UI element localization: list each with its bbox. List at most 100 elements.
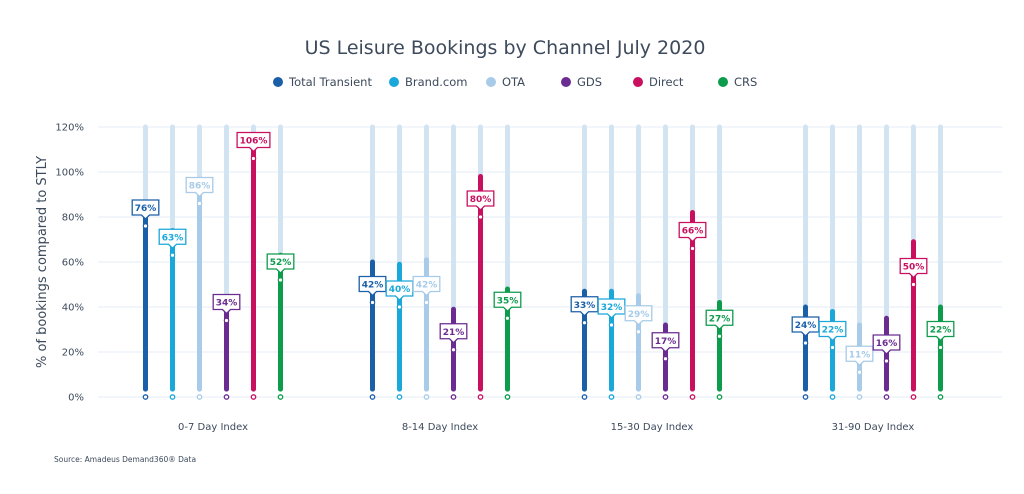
bar-base-marker	[396, 394, 403, 400]
bar-base-marker	[856, 394, 863, 400]
legend-swatch	[486, 77, 496, 87]
bar-base-marker	[504, 394, 511, 400]
bar-base-marker	[369, 394, 376, 400]
value-marker	[196, 200, 203, 207]
value-callout	[818, 320, 847, 342]
value-marker	[910, 281, 917, 288]
value-label: 52%	[270, 258, 292, 268]
bar-base-marker	[829, 394, 836, 400]
value-callout	[439, 323, 468, 344]
y-tick-label: 0%	[68, 393, 84, 404]
bar-group: 42%	[358, 124, 387, 400]
y-tick-label: 40%	[62, 303, 84, 314]
chart-title: US Leisure Bookings by Channel July 2020	[305, 37, 706, 59]
legend-item: CRS	[718, 75, 757, 89]
value-label: 63%	[162, 233, 184, 243]
category-label: 0-7 Day Index	[178, 422, 248, 433]
legend-label: Brand.com	[405, 75, 467, 89]
grid	[98, 126, 1002, 398]
value-callout	[466, 190, 495, 211]
value-label: 76%	[135, 204, 157, 214]
bar-base-marker	[883, 394, 890, 400]
value-marker	[142, 223, 149, 229]
bar-group: 80%	[466, 124, 495, 400]
value-marker	[608, 322, 615, 328]
bar-group: 22%	[818, 124, 847, 400]
value-label: 86%	[189, 182, 211, 192]
value-marker	[802, 340, 809, 346]
bar-base-marker	[423, 394, 430, 400]
y-tick-label: 80%	[62, 213, 84, 224]
value-label: 32%	[601, 303, 623, 313]
value-callout	[131, 199, 160, 220]
bar-group: 106%	[236, 124, 271, 400]
legend-item: Total Transient	[273, 75, 372, 89]
value-label: 21%	[443, 328, 465, 338]
bar-base-marker	[635, 394, 642, 400]
bar-base-marker	[196, 394, 203, 400]
value-marker	[689, 245, 696, 252]
value-marker	[169, 252, 176, 259]
legend-item: Direct	[633, 75, 684, 89]
value-label: 33%	[574, 301, 596, 311]
value-label: 80%	[470, 195, 492, 205]
value-callout	[624, 305, 653, 326]
value-label: 24%	[795, 321, 817, 331]
legend-item: OTA	[486, 75, 525, 89]
bar-base-marker	[608, 394, 615, 400]
legend-label: Direct	[649, 75, 684, 89]
bar-group: 21%	[439, 124, 468, 400]
source-note: Source: Amadeus Demand360® Data	[54, 455, 196, 464]
bar-group: 34%	[212, 124, 241, 400]
value-label: 11%	[849, 350, 871, 360]
bar-base-marker	[142, 394, 149, 400]
value-marker	[581, 319, 588, 326]
bar-group: 32%	[597, 124, 626, 400]
legend-swatch	[633, 77, 643, 87]
value-callout	[791, 316, 820, 337]
value-label: 35%	[497, 296, 519, 306]
legend-item: GDS	[561, 75, 602, 89]
value-callout	[705, 309, 734, 331]
bar-base-marker	[277, 394, 284, 400]
bar-base-marker	[716, 394, 723, 400]
y-tick-label: 60%	[62, 258, 84, 269]
category-label: 15-30 Day Index	[611, 422, 694, 433]
y-tick-label: 120%	[55, 123, 84, 134]
bar-base-marker	[689, 394, 696, 400]
bar-group: 33%	[570, 124, 599, 400]
legend-label: CRS	[734, 75, 757, 89]
legend-label: OTA	[502, 75, 525, 89]
value-callout	[872, 334, 901, 355]
value-marker	[883, 358, 890, 364]
value-callout	[651, 332, 680, 353]
bar-base-marker	[169, 394, 176, 400]
bar-group: 50%	[899, 124, 928, 400]
value-callout	[236, 131, 271, 153]
category-label: 8-14 Day Index	[402, 422, 478, 433]
value-label: 22%	[930, 326, 952, 336]
value-label: 66%	[682, 227, 704, 237]
bar-group: 35%	[493, 124, 522, 400]
bar-group: 76%	[131, 124, 160, 400]
bar-base-marker	[937, 394, 944, 400]
value-label: 22%	[822, 326, 844, 336]
value-marker	[635, 328, 642, 335]
value-marker	[396, 304, 403, 310]
value-marker	[277, 277, 284, 283]
value-label: 17%	[655, 337, 677, 347]
value-callout	[358, 275, 387, 297]
value-marker	[250, 155, 257, 162]
bar-base-marker	[662, 394, 669, 400]
value-label: 27%	[709, 314, 731, 324]
bar-group: 29%	[624, 124, 653, 400]
bar-group: 42%	[412, 124, 441, 400]
value-label: 42%	[362, 281, 384, 291]
value-callout	[899, 257, 928, 279]
value-marker	[856, 369, 863, 376]
bar-group: 11%	[845, 124, 874, 400]
value-label: 50%	[903, 263, 925, 273]
legend-label: Total Transient	[288, 75, 372, 89]
bar-group: 66%	[678, 124, 707, 400]
